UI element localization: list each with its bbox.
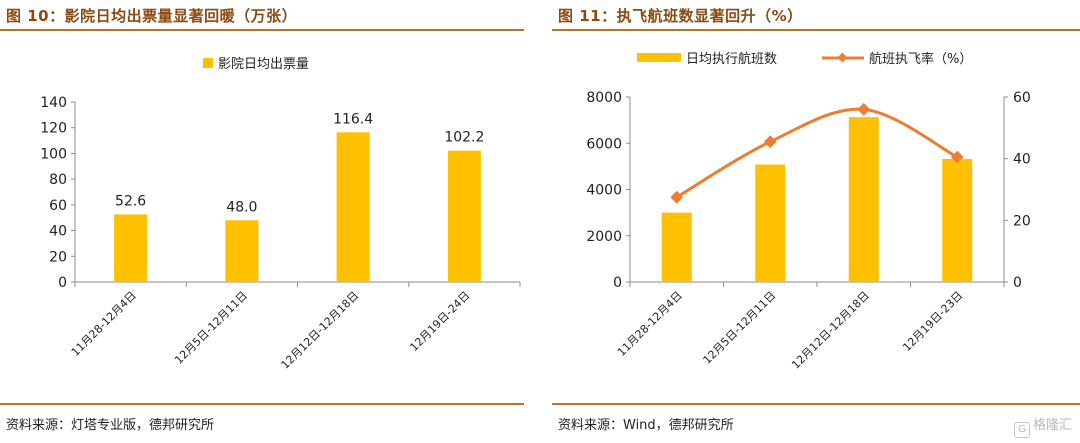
right-panel: 图 11：执飞航班数显著回升（%） 日均执行航班数 航班执飞率（%） 0 2000 40… [552, 0, 1080, 443]
cinema-tickets-bar-chart: 影院日均出票量 0 20 40 60 80 100 120 140 52.6 11月28-12月4日… [40, 57, 521, 372]
flights-combo-chart: 日均执行航班数 航班执飞率（%） 0 2000 4000 6000 8000 0 20 40 60 1… [586, 51, 1031, 372]
bar [447, 150, 481, 282]
y-tick-label-right: 40 [1013, 152, 1031, 168]
right-source-note: 资料来源：Wind，德邦研究所 [558, 418, 734, 433]
y-tick-label: 40 [49, 224, 67, 240]
right-title-rule [552, 29, 1080, 31]
y-tick-label-right: 20 [1013, 213, 1031, 229]
data-label: 116.4 [333, 111, 373, 127]
rate-point [763, 135, 777, 149]
y-tick-label: 80 [49, 172, 67, 188]
y-tick-label-left: 2000 [586, 229, 622, 245]
x-tick-label: 11月28-12月4日 [69, 289, 139, 359]
legend-swatch [203, 58, 213, 68]
bar [661, 212, 692, 282]
legend-swatch-marker [837, 52, 848, 63]
right-source-rule [552, 403, 1080, 405]
x-tick-label: 12月5日-12月11日 [701, 289, 779, 367]
legend-swatch-bar [637, 53, 681, 62]
data-label: 102.2 [444, 130, 484, 146]
x-tick-label: 12月19日-24日 [407, 289, 472, 354]
watermark-logo-icon: G [1013, 422, 1030, 438]
left-figure-title: 图 10：影院日均出票量显著回暖（万张） [6, 7, 298, 25]
y-tick-label: 20 [49, 249, 67, 265]
y-tick-label-right: 0 [1013, 275, 1022, 291]
y-tick-label-right: 60 [1013, 90, 1031, 106]
x-tick-label: 12月12日-12月18日 [279, 289, 362, 372]
y-tick-label: 100 [40, 146, 67, 162]
watermark-text: 格隆汇 [1032, 418, 1072, 433]
left-panel: 图 10：影院日均出票量显著回暖（万张） 影院日均出票量 0 20 40 60 80 100… [0, 0, 524, 443]
y-tick-label-left: 6000 [586, 136, 622, 152]
legend-label-line: 航班执飞率（%） [869, 51, 972, 67]
legend-label: 影院日均出票量 [218, 57, 309, 72]
bar [225, 220, 259, 282]
rate-line [675, 107, 958, 199]
y-tick-label: 120 [40, 121, 67, 137]
data-label: 48.0 [226, 199, 257, 215]
right-figure-title: 图 11：执飞航班数显著回升（%） [558, 7, 803, 25]
y-tick-label: 140 [40, 95, 67, 111]
bar [942, 158, 973, 282]
y-tick-label-left: 8000 [586, 90, 622, 106]
y-tick-label: 0 [58, 275, 67, 291]
y-tick-label-left: 4000 [586, 183, 622, 199]
bar [114, 214, 148, 282]
rate-point [857, 102, 871, 116]
legend-label-bar: 日均执行航班数 [686, 51, 777, 67]
left-title-rule [0, 29, 524, 31]
bar [336, 132, 370, 282]
x-tick-label: 12月12日-12月18日 [789, 289, 872, 372]
data-label: 52.6 [115, 193, 146, 209]
y-tick-label: 60 [49, 198, 67, 214]
y-tick-label-left: 0 [613, 275, 622, 291]
x-tick-label: 12月19日-23日 [900, 289, 965, 354]
bar [848, 117, 879, 283]
x-tick-label: 11月28-12月4日 [615, 289, 685, 359]
left-source-note: 资料来源：灯塔专业版，德邦研究所 [6, 418, 215, 433]
bar [755, 164, 786, 282]
left-source-rule [0, 403, 524, 405]
watermark: G 格隆汇 [1013, 414, 1072, 438]
x-tick-label: 12月5日-12月11日 [172, 289, 250, 367]
